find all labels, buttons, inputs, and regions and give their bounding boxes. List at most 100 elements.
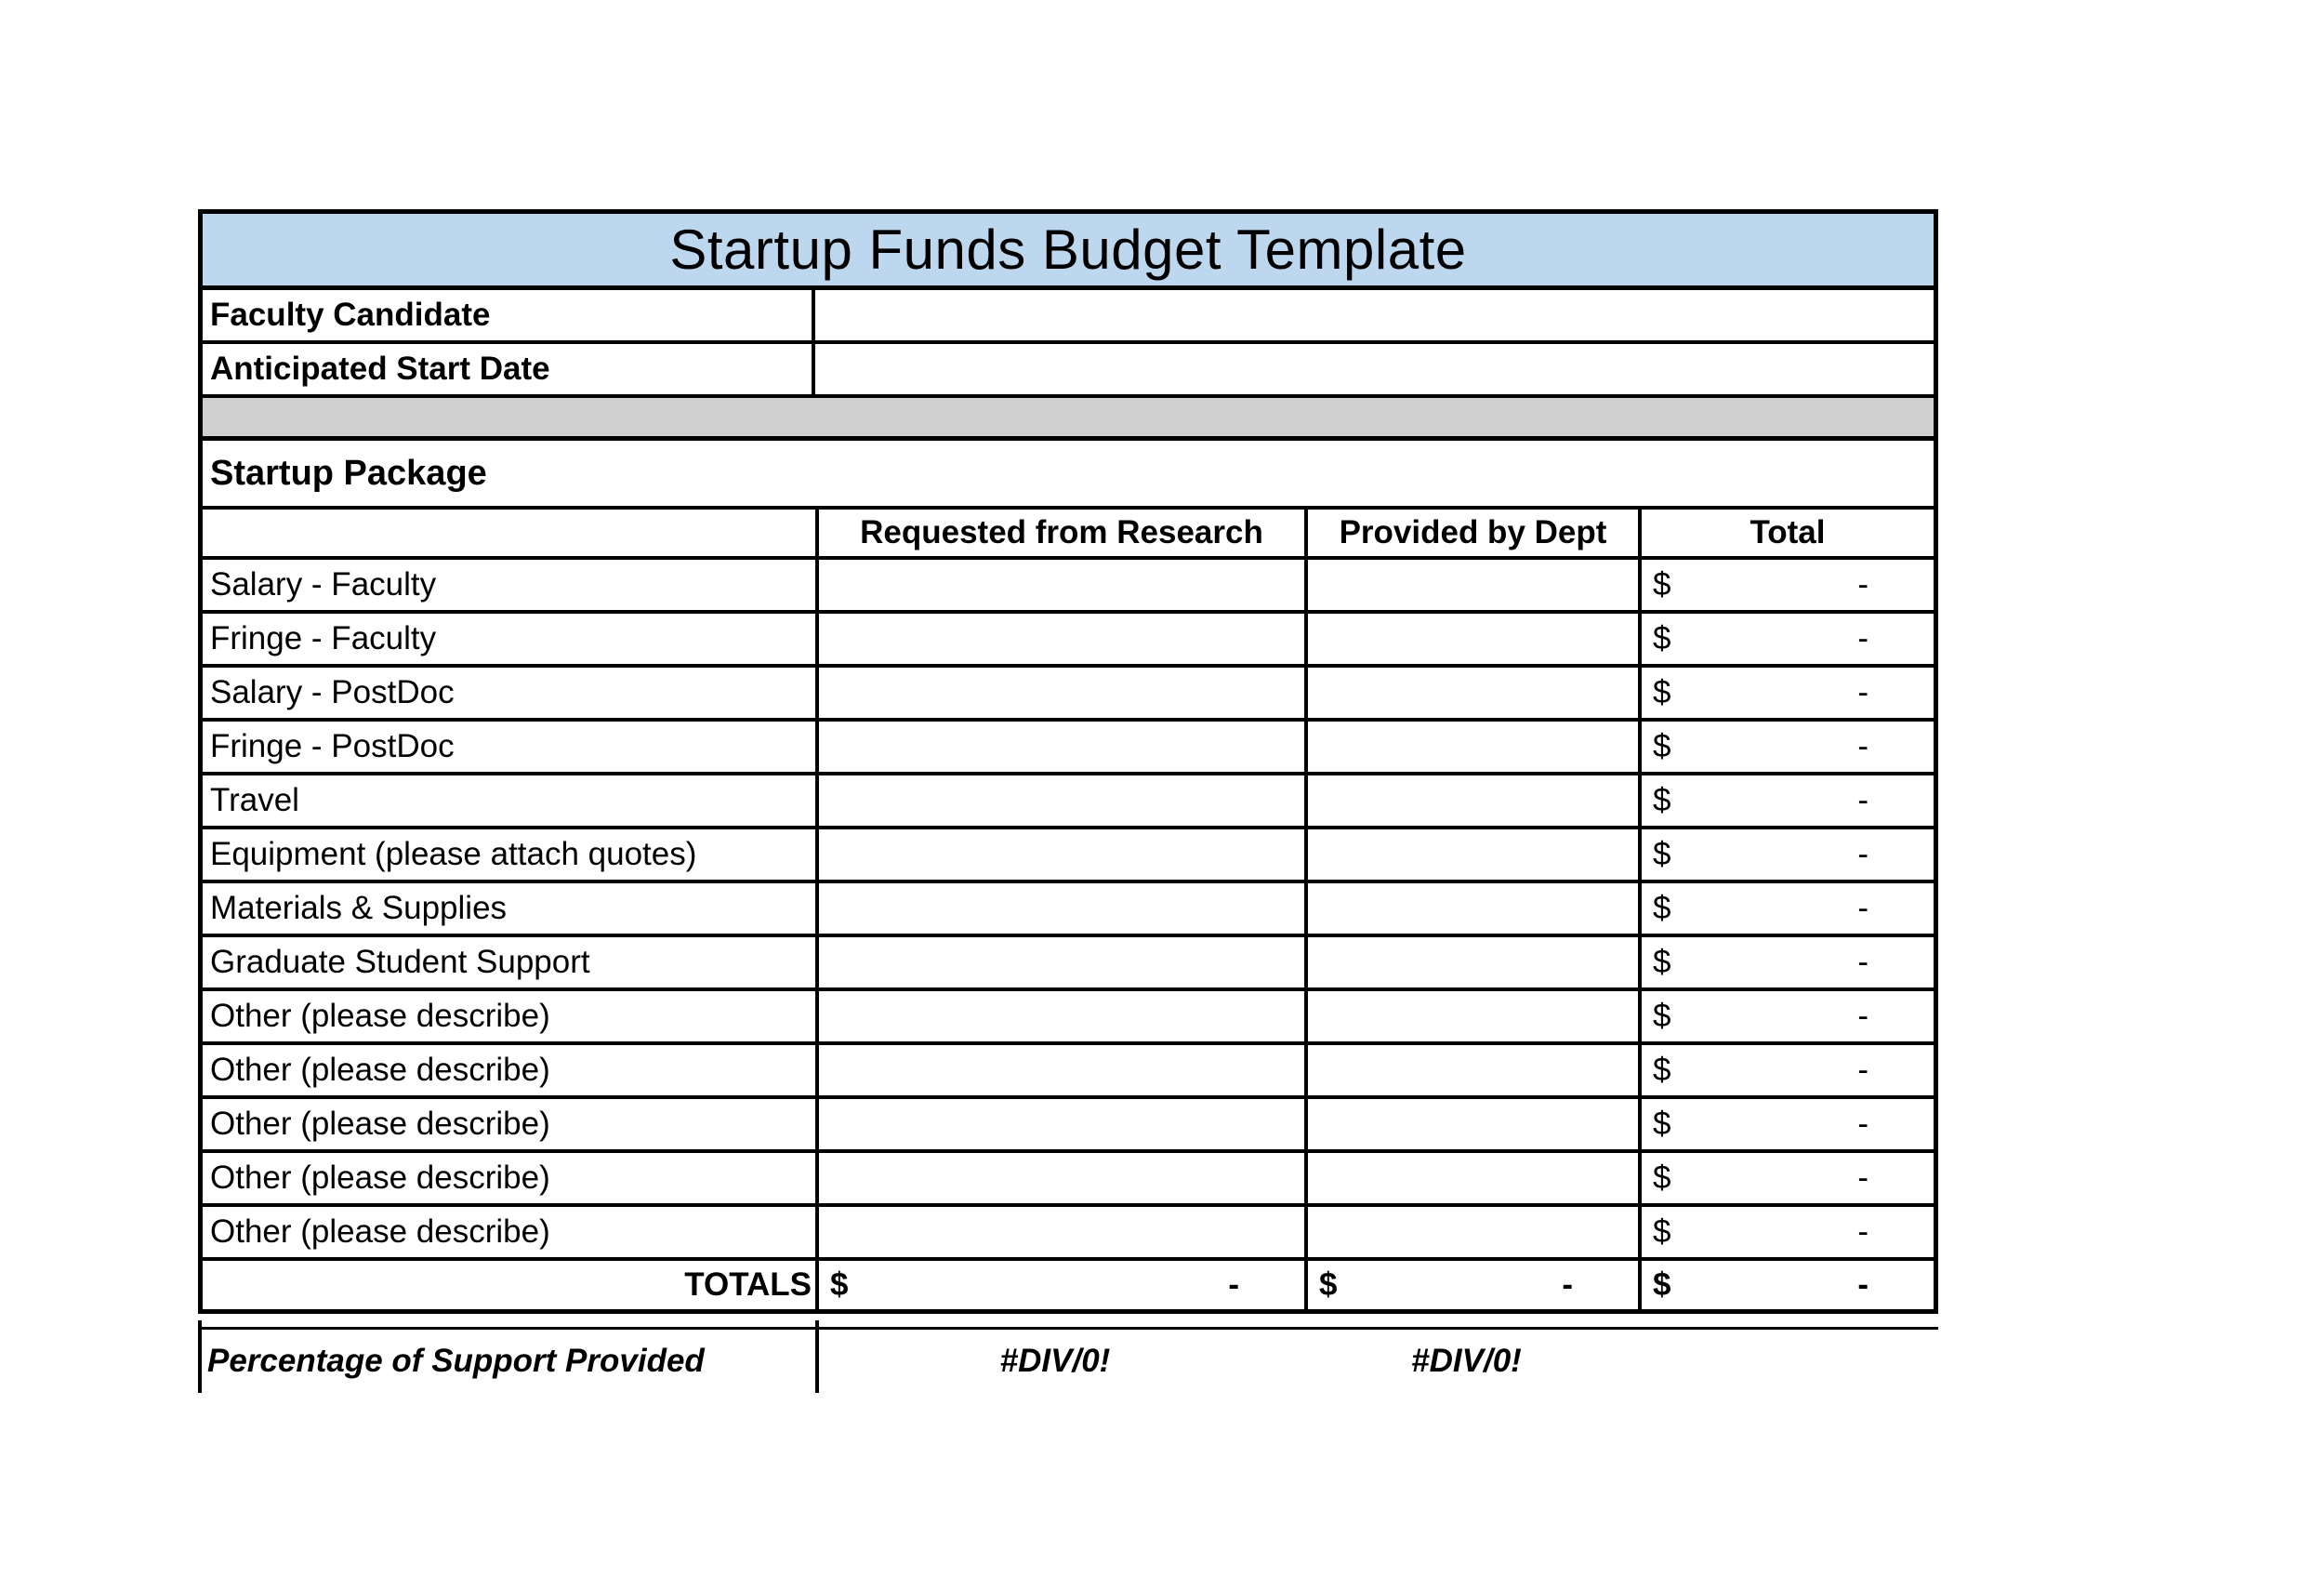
row-label: Other (please describe) <box>210 998 550 1034</box>
requested-input-cell[interactable] <box>815 991 1304 1041</box>
budget-row: Graduate Student Support $ - <box>203 937 1934 991</box>
total-amount: - <box>1857 944 1868 980</box>
requested-input-cell[interactable] <box>815 1207 1304 1257</box>
row-total-cell: $ - <box>1638 883 1934 934</box>
budget-row: Fringe - PostDoc $ - <box>203 722 1934 775</box>
budget-row: Salary - PostDoc $ - <box>203 668 1934 722</box>
budget-sheet: Startup Funds Budget Template Faculty Ca… <box>198 209 1938 1314</box>
provided-input-cell[interactable] <box>1304 991 1638 1041</box>
column-header-provided: Provided by Dept <box>1304 510 1638 556</box>
currency-symbol: $ <box>1653 728 1671 764</box>
totals-requested-amount: - <box>1228 1266 1239 1303</box>
budget-row: Other (please describe) $ - <box>203 991 1934 1045</box>
totals-total-cell: $ - <box>1638 1261 1934 1309</box>
left-border-line <box>198 1320 202 1393</box>
totals-label: TOTALS <box>684 1266 812 1303</box>
row-label: Materials & Supplies <box>210 890 508 926</box>
row-total-cell: $ - <box>1638 775 1934 826</box>
row-label: Graduate Student Support <box>210 944 590 980</box>
provided-input-cell[interactable] <box>1304 1045 1638 1095</box>
column-header-total: Total <box>1638 510 1934 556</box>
requested-input-cell[interactable] <box>815 775 1304 826</box>
requested-input-cell[interactable] <box>815 1099 1304 1149</box>
provided-input-cell[interactable] <box>1304 722 1638 772</box>
currency-symbol: $ <box>1653 1052 1671 1088</box>
start-date-input-cell[interactable] <box>815 344 1934 394</box>
total-amount: - <box>1857 998 1868 1034</box>
total-amount: - <box>1857 674 1868 710</box>
provided-input-cell[interactable] <box>1304 775 1638 826</box>
budget-row: Equipment (please attach quotes) $ - <box>203 829 1934 883</box>
provided-input-cell[interactable] <box>1304 1099 1638 1149</box>
requested-input-cell[interactable] <box>815 937 1304 987</box>
provided-input-cell[interactable] <box>1304 1207 1638 1257</box>
total-amount: - <box>1857 728 1868 764</box>
row-total-cell: $ - <box>1638 668 1934 718</box>
requested-input-cell[interactable] <box>815 560 1304 610</box>
row-label: Other (please describe) <box>210 1160 550 1196</box>
percentage-section: Percentage of Support Provided #DIV/0! #… <box>198 1320 1938 1393</box>
provided-input-cell[interactable] <box>1304 937 1638 987</box>
total-amount: - <box>1857 1106 1868 1142</box>
provided-input-cell[interactable] <box>1304 614 1638 664</box>
budget-row: Fringe - Faculty $ - <box>203 614 1934 668</box>
currency-symbol: $ <box>1653 1213 1671 1250</box>
percentage-provided-value: #DIV/0! <box>1411 1343 1522 1379</box>
section-title: Startup Package <box>203 441 1934 510</box>
provided-input-cell[interactable] <box>1304 1153 1638 1203</box>
requested-input-cell[interactable] <box>815 668 1304 718</box>
document-title: Startup Funds Budget Template <box>203 214 1934 290</box>
info-row-start-date: Anticipated Start Date <box>203 344 1934 398</box>
separator-band <box>203 398 1934 441</box>
requested-input-cell[interactable] <box>815 1045 1304 1095</box>
provided-input-cell[interactable] <box>1304 560 1638 610</box>
requested-input-cell[interactable] <box>815 1153 1304 1203</box>
budget-row: Other (please describe) $ - <box>203 1153 1934 1207</box>
row-label: Other (please describe) <box>210 1106 550 1142</box>
requested-input-cell[interactable] <box>815 883 1304 934</box>
info-row-faculty-candidate: Faculty Candidate <box>203 290 1934 344</box>
separator-rule <box>198 1327 1938 1330</box>
totals-total-amount: - <box>1857 1266 1868 1303</box>
currency-symbol: $ <box>1653 944 1671 980</box>
currency-symbol: $ <box>1653 620 1671 656</box>
currency-symbol: $ <box>1653 998 1671 1034</box>
budget-row: Other (please describe) $ - <box>203 1207 1934 1261</box>
budget-rows: Salary - Faculty $ - Fringe - Faculty $ … <box>203 560 1934 1261</box>
totals-provided-amount: - <box>1562 1266 1573 1303</box>
row-label: Other (please describe) <box>210 1052 550 1088</box>
requested-input-cell[interactable] <box>815 614 1304 664</box>
total-amount: - <box>1857 1052 1868 1088</box>
provided-input-cell[interactable] <box>1304 829 1638 880</box>
budget-row: Travel $ - <box>203 775 1934 829</box>
percentage-label: Percentage of Support Provided <box>207 1343 705 1379</box>
total-amount: - <box>1857 1160 1868 1196</box>
total-amount: - <box>1857 782 1868 818</box>
row-label: Other (please describe) <box>210 1213 550 1250</box>
totals-requested-cell: $ - <box>815 1261 1304 1309</box>
percentage-row: Percentage of Support Provided #DIV/0! #… <box>198 1330 1938 1393</box>
row-total-cell: $ - <box>1638 1153 1934 1203</box>
column-header-requested: Requested from Research <box>815 510 1304 556</box>
faculty-candidate-input-cell[interactable] <box>815 290 1934 340</box>
currency-symbol: $ <box>1653 566 1671 603</box>
column-header-item <box>203 510 815 556</box>
currency-symbol: $ <box>1653 836 1671 872</box>
currency-symbol: $ <box>1653 1266 1671 1303</box>
row-label: Salary - Faculty <box>210 566 437 603</box>
row-total-cell: $ - <box>1638 560 1934 610</box>
requested-input-cell[interactable] <box>815 722 1304 772</box>
budget-row: Materials & Supplies $ - <box>203 883 1934 937</box>
currency-symbol: $ <box>1653 1106 1671 1142</box>
provided-input-cell[interactable] <box>1304 883 1638 934</box>
provided-input-cell[interactable] <box>1304 668 1638 718</box>
budget-row: Salary - Faculty $ - <box>203 560 1934 614</box>
percentage-requested-value: #DIV/0! <box>999 1343 1111 1379</box>
row-total-cell: $ - <box>1638 614 1934 664</box>
requested-input-cell[interactable] <box>815 829 1304 880</box>
total-amount: - <box>1857 890 1868 926</box>
row-label: Travel <box>210 782 299 818</box>
total-amount: - <box>1857 836 1868 872</box>
column-divider-line <box>815 1320 819 1393</box>
row-total-cell: $ - <box>1638 1099 1934 1149</box>
